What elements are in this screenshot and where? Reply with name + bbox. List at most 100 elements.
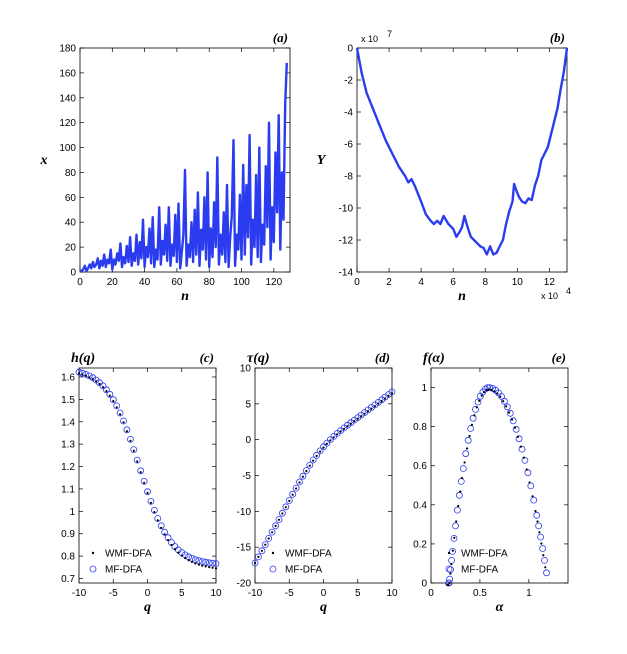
wmf-dfa-marker	[493, 390, 496, 393]
mf-dfa-marker	[202, 558, 210, 566]
panel-label: (c)	[200, 350, 214, 365]
mf-dfa-marker	[130, 446, 138, 454]
mf-dfa-marker	[530, 496, 538, 504]
mf-dfa-marker	[462, 450, 470, 458]
wmf-dfa-marker	[211, 566, 214, 569]
mf-dfa-marker	[467, 425, 475, 432]
wmf-dfa-marker	[284, 506, 287, 509]
wmf-dfa-marker	[298, 481, 301, 484]
wmf-dfa-marker	[463, 461, 466, 464]
mf-dfa-marker	[521, 456, 529, 464]
x-tick-label: 10	[386, 588, 398, 599]
y-tick-label: -14	[339, 268, 354, 279]
mf-dfa-marker	[453, 506, 461, 514]
wmf-dfa-marker	[115, 406, 118, 409]
y-tick-label: -6	[344, 140, 353, 151]
mf-dfa-marker	[212, 560, 220, 567]
mf-dfa-marker	[527, 482, 535, 490]
wmf-dfa-marker	[312, 459, 315, 462]
plot-frame	[356, 47, 568, 273]
legend-mf-marker	[445, 565, 453, 573]
mf-dfa-marker	[446, 575, 454, 583]
panel-e: 0 0.5 1 0 0.2 0.4 0.6 0.8 1 (e) α f(α) WMF-DFA MF-DFA	[413, 350, 569, 615]
mf-dfa-marker	[474, 398, 482, 406]
y-tick-label: -8	[344, 172, 353, 183]
wmf-dfa-marker	[448, 581, 451, 585]
chart-title: h(q)	[71, 351, 95, 366]
y-tick-label: 0	[70, 268, 76, 279]
mf-dfa-marker	[509, 417, 517, 425]
mf-dfa-marker	[150, 506, 158, 514]
mf-dfa-marker	[357, 411, 365, 419]
wmf-dfa-marker	[513, 426, 517, 429]
legend-wmf-label: WMF-DFA	[461, 549, 508, 560]
mf-dfa-marker	[518, 445, 526, 453]
mf-dfa-marker	[261, 541, 269, 548]
x-axis-label: q	[320, 600, 327, 615]
wmf-dfa-marker	[201, 564, 204, 567]
wmf-dfa-marker	[132, 449, 135, 452]
wmf-dfa-marker	[77, 372, 81, 375]
legend-wmf-marker	[271, 551, 275, 555]
y-tick-label: 1.4	[61, 417, 75, 428]
wmf-dfa-marker	[177, 551, 180, 554]
wmf-dfa-marker	[125, 430, 128, 433]
wmf-dfa-marker	[167, 539, 170, 542]
wmf-dfa-marker	[473, 414, 476, 417]
plot-frame	[79, 47, 291, 273]
wmf-dfa-marker	[204, 565, 207, 568]
wmf-dfa-marker	[84, 374, 87, 377]
mf-dfa-marker	[106, 390, 114, 398]
wmf-dfa-marker	[271, 531, 274, 534]
mf-dfa-marker	[469, 414, 477, 422]
x-axis-label: n	[458, 289, 466, 304]
wmf-dfa-marker	[457, 504, 460, 508]
chart-title: τ(q)	[247, 351, 270, 366]
mf-dfa-marker	[289, 490, 297, 498]
mf-dfa-marker	[133, 456, 141, 464]
mf-dfa-marker	[500, 397, 508, 405]
mf-dfa-marker	[116, 409, 124, 417]
x-tick-label: -5	[109, 588, 118, 599]
mf-dfa-marker	[285, 497, 293, 504]
wmf-dfa-marker	[194, 562, 197, 565]
wmf-dfa-marker	[505, 405, 508, 408]
wmf-dfa-marker	[143, 481, 146, 484]
mf-dfa-marker	[123, 426, 131, 434]
wmf-dfa-marker	[459, 490, 462, 493]
y-tick-label: 0.8	[61, 552, 75, 563]
panel-label: (d)	[375, 350, 390, 365]
wmf-dfa-marker	[332, 436, 335, 439]
wmf-dfa-marker	[449, 572, 452, 575]
wmf-dfa-marker	[108, 394, 111, 397]
wmf-dfa-marker	[295, 487, 298, 490]
wmf-dfa-marker	[336, 433, 339, 436]
x-tick-label: 20	[107, 277, 119, 288]
x-tick-label: 0	[321, 588, 327, 599]
y-multiplier: x 10	[361, 34, 378, 44]
x-tick-label: 4	[418, 277, 424, 288]
y-tick-label: -20	[237, 579, 252, 590]
mf-dfa-marker	[320, 443, 327, 451]
wmf-dfa-marker	[156, 519, 159, 522]
chart-title: f(α)	[423, 351, 445, 366]
y-tick-label: 0	[347, 44, 353, 55]
mf-dfa-marker	[484, 384, 492, 392]
x-multiplier-exponent: 4	[566, 286, 571, 296]
panel-a: 0 20 40 60 80 100 120 0 20 40 60 80 100 120 140 160 180 (…	[40, 30, 291, 304]
wmf-dfa-marker	[490, 388, 493, 391]
y-tick-label: 140	[59, 93, 76, 104]
wmf-dfa-marker	[105, 390, 108, 393]
wmf-dfa-marker	[487, 388, 490, 391]
y-tick-label: 10	[240, 364, 252, 375]
wmf-dfa-marker	[153, 510, 156, 514]
wmf-dfa-marker	[163, 533, 166, 536]
wmf-dfa-marker	[528, 481, 531, 484]
wmf-dfa-marker	[519, 445, 522, 448]
mf-dfa-marker	[188, 555, 196, 562]
mf-dfa-marker	[292, 484, 300, 492]
wmf-dfa-marker	[301, 475, 304, 478]
y-axis-label: Y	[317, 153, 327, 168]
wmf-dfa-marker	[305, 469, 308, 473]
mf-dfa-marker	[445, 579, 453, 587]
